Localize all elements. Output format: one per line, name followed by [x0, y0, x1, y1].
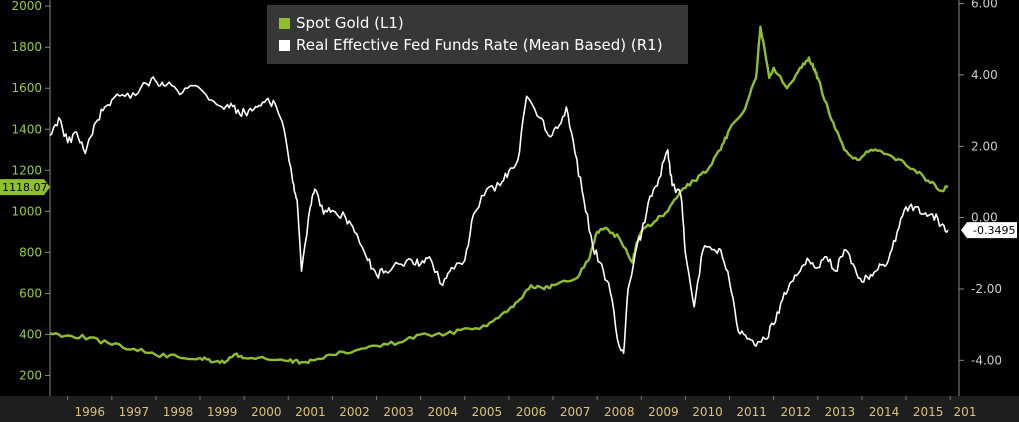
legend-item-fed: Real Effective Fed Funds Rate (Mean Base… — [279, 36, 663, 54]
right-tick-label: 2.00 — [971, 139, 998, 153]
x-tick-label: 2005 — [472, 405, 503, 419]
x-tick-label: 1996 — [74, 405, 105, 419]
x-tick-label: 1997 — [119, 405, 150, 419]
x-tick-label: 1998 — [163, 405, 194, 419]
x-tick-label: 2006 — [516, 405, 547, 419]
x-tick-label: 2009 — [648, 405, 679, 419]
x-axis-ticks: 1996 1997 1998 1999 2000 2001 2002 2003 2004 2005… — [67, 396, 977, 419]
right-callout: -0.3495 — [961, 222, 1017, 239]
right-callout-value: -0.3495 — [973, 224, 1015, 237]
x-tick-label: 2014 — [869, 405, 900, 419]
left-axis-ticks: 200 400 600 800 1000 1200 1400 1600 1800 2000 — [11, 0, 50, 382]
legend-swatch-fed — [279, 39, 290, 51]
x-tick-label: 201 — [954, 405, 977, 419]
left-tick-label: 200 — [19, 368, 42, 382]
left-tick-label: 1400 — [11, 122, 42, 136]
right-callout-bg — [961, 222, 1017, 239]
left-tick-label: 1600 — [11, 81, 42, 95]
x-tick-label: 2000 — [251, 405, 282, 419]
x-tick-label: 2011 — [736, 405, 767, 419]
left-tick-label: 400 — [19, 327, 42, 341]
left-callout: 1118.07 — [0, 179, 50, 196]
legend-swatch-gold — [279, 17, 290, 29]
left-tick-label: 800 — [19, 245, 42, 259]
legend: Spot Gold (L1) Real Effective Fed Funds … — [267, 5, 688, 64]
right-tick-label: -2.00 — [971, 282, 1002, 296]
x-tick-label: 1999 — [207, 405, 238, 419]
x-tick-label: 2001 — [295, 405, 326, 419]
x-axis-band — [0, 396, 1019, 422]
x-tick-label: 2002 — [339, 405, 370, 419]
x-tick-label: 2004 — [427, 405, 458, 419]
x-tick-label: 2010 — [692, 405, 723, 419]
right-tick-label: 6.00 — [971, 0, 998, 11]
left-tick-label: 1000 — [11, 204, 42, 218]
left-tick-label: 1800 — [11, 40, 42, 54]
left-callout-bg — [0, 179, 50, 196]
legend-label-gold: Spot Gold (L1) — [296, 14, 404, 32]
x-tick-label: 2012 — [780, 405, 811, 419]
x-tick-label: 2003 — [383, 405, 414, 419]
plot-area — [50, 0, 959, 396]
x-tick-label: 2015 — [913, 405, 944, 419]
x-tick-label: 2007 — [560, 405, 591, 419]
right-axis-ticks: -4.00 -2.00 0.00 2.00 4.00 6.00 — [959, 0, 1002, 367]
right-tick-label: 4.00 — [971, 68, 998, 82]
spot-gold-line — [49, 25, 949, 365]
left-tick-label: 2000 — [11, 0, 42, 13]
right-tick-label: -4.00 — [971, 353, 1002, 367]
x-tick-label: 2008 — [604, 405, 635, 419]
right-tick-label: 0.00 — [971, 211, 998, 225]
x-tick-label: 2013 — [825, 405, 856, 419]
legend-item-gold: Spot Gold (L1) — [279, 14, 404, 32]
left-tick-label: 1200 — [11, 163, 42, 177]
left-tick-label: 600 — [19, 286, 42, 300]
left-callout-value: 1118.07 — [2, 181, 48, 194]
fed-funds-line — [49, 76, 949, 354]
legend-label-fed: Real Effective Fed Funds Rate (Mean Base… — [296, 36, 663, 54]
